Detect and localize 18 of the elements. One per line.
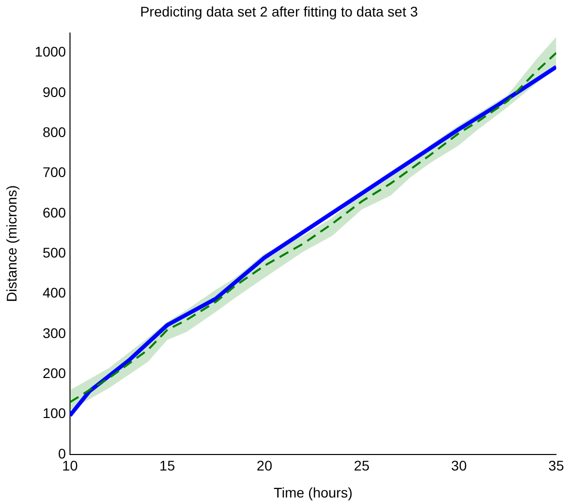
x-tick-label: 25: [354, 458, 370, 474]
chart-title: Predicting data set 2 after fitting to data set 3: [140, 3, 418, 20]
y-tick-label: 700: [42, 164, 66, 180]
y-tick-label: 200: [42, 364, 66, 381]
x-tick-label: 15: [159, 458, 176, 474]
y-tick-label: 800: [42, 124, 66, 140]
y-tick-label: 500: [42, 244, 66, 260]
y-axis-title: Distance (microns): [3, 185, 20, 302]
y-tick-label: 1000: [34, 44, 66, 60]
x-tick-label: 30: [451, 458, 467, 474]
x-tick-label: 20: [256, 458, 272, 474]
y-tick-label: 900: [42, 84, 66, 100]
x-axis-title: Time (hours): [274, 484, 352, 500]
y-tick-label: 400: [42, 284, 66, 301]
y-tick-label: 300: [42, 324, 66, 341]
y-tick-label: 600: [42, 204, 66, 220]
x-tick-label: 35: [548, 458, 564, 474]
y-tick-label: 100: [42, 405, 66, 422]
